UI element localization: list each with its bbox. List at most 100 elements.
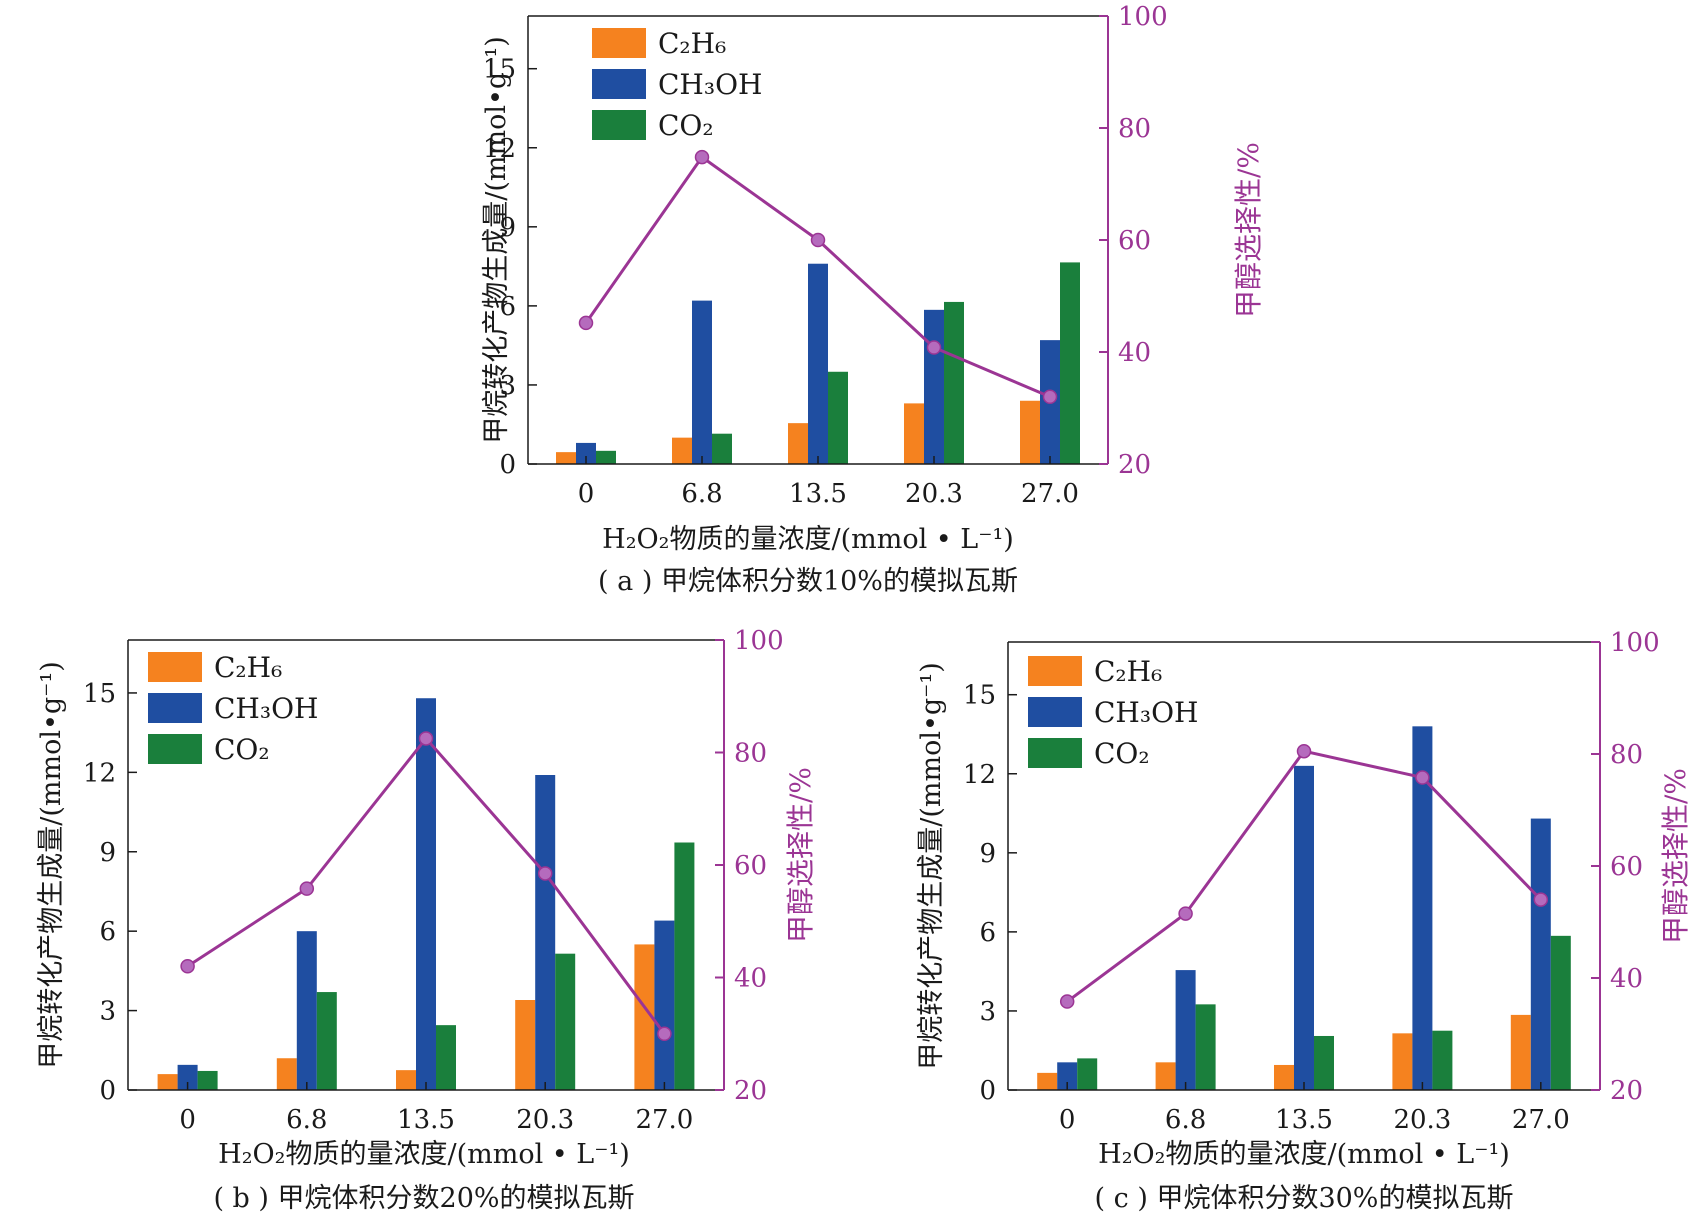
- bar-ch3oh: [535, 775, 556, 1090]
- y2-tick-label: 40: [1118, 338, 1151, 368]
- x-tick-label: 13.5: [1275, 1105, 1333, 1135]
- bar-co2: [197, 1070, 218, 1090]
- y2-tick-label: 80: [1610, 740, 1643, 770]
- bar-c2h6: [634, 944, 655, 1090]
- x-tick-label: 0: [578, 479, 595, 509]
- selectivity-point: [1296, 743, 1312, 759]
- bar-co2: [1432, 1030, 1453, 1090]
- bar-ch3oh: [416, 698, 436, 1090]
- y-axis-label: 甲烷转化产物生成量/(mmol•g⁻¹): [36, 661, 67, 1069]
- bar-c2h6: [1274, 1064, 1294, 1090]
- legend-co2-label: CO₂: [214, 733, 270, 766]
- y2-tick-label: 40: [1610, 964, 1643, 994]
- bar-co2: [674, 842, 695, 1090]
- legend-ch3oh-label: CH₃OH: [658, 68, 762, 101]
- legend-c2h6-swatch: [148, 652, 202, 682]
- x-tick-label: 6.8: [1165, 1105, 1206, 1135]
- bar-c2h6: [788, 423, 808, 464]
- y2-tick-label: 60: [1610, 852, 1643, 882]
- x-axis-label: H₂O₂物质的量浓度/(mmol • L⁻¹): [602, 524, 1014, 555]
- x-tick-label: 27.0: [1512, 1105, 1570, 1135]
- legend-ch3oh-label: CH₃OH: [214, 692, 318, 725]
- legend-c2h6-swatch: [1028, 656, 1082, 686]
- selectivity-point: [1178, 906, 1193, 921]
- panel-caption: ( b ) 甲烷体积分数20%的模拟瓦斯: [213, 1183, 634, 1214]
- y-tick-label: 9: [99, 838, 116, 868]
- y-tick-label: 0: [499, 450, 516, 480]
- bar-co2: [1195, 1004, 1216, 1090]
- bar-ch3oh: [1057, 1062, 1078, 1090]
- y2-tick-label: 60: [1118, 226, 1151, 256]
- x-tick-label: 13.5: [789, 479, 847, 509]
- y2-tick-label: 20: [1610, 1076, 1643, 1106]
- x-axis-label: H₂O₂物质的量浓度/(mmol • L⁻¹): [1098, 1139, 1510, 1170]
- bar-ch3oh: [1412, 726, 1433, 1090]
- bar-ch3oh: [296, 931, 317, 1090]
- legend-co2-label: CO₂: [1094, 737, 1150, 770]
- chart-panel-c: 0 3 6 9 12 15 20 40 60 80 100 0 6.8 13.5 20.3 27.0 C₂H₆ C…: [916, 628, 1692, 1214]
- bar-co2: [944, 301, 964, 464]
- bar-ch3oh: [1294, 765, 1314, 1090]
- bar-c2h6: [157, 1074, 178, 1090]
- x-tick-label: 6.8: [286, 1105, 327, 1135]
- bar-c2h6: [1392, 1033, 1413, 1090]
- selectivity-point: [537, 866, 553, 881]
- legend-ch3oh-swatch: [1028, 697, 1082, 727]
- x-tick-label: 0: [1059, 1105, 1076, 1135]
- bar-ch3oh: [177, 1064, 198, 1090]
- bar-c2h6: [515, 1000, 536, 1090]
- bar-ch3oh: [692, 300, 712, 464]
- bar-co2: [828, 371, 848, 464]
- selectivity-point: [694, 149, 710, 165]
- bar-co2: [1060, 262, 1080, 464]
- bar-ch3oh: [1530, 818, 1551, 1090]
- x-tick-label: 27.0: [635, 1105, 693, 1135]
- y2-axis-label: 甲醇选择性/%: [784, 767, 817, 943]
- y-tick-label: 9: [979, 839, 996, 869]
- chart-panel-b: 0 3 6 9 12 15 20 40 60 80 100 0 6.8 13.5 20.3 27.0 C₂H₆ C…: [36, 626, 817, 1214]
- bar-co2: [1077, 1058, 1098, 1090]
- y-axis-label: 甲烷转化产物生成量/(mmol•g⁻¹): [481, 36, 512, 444]
- bar-c2h6: [1020, 400, 1040, 464]
- y-tick-label: 6: [99, 917, 116, 947]
- selectivity-point: [1059, 994, 1075, 1009]
- x-tick-label: 6.8: [681, 479, 722, 509]
- y-tick-label: 15: [83, 679, 116, 709]
- chart-panel-a: 0 3 6 9 12 15 20 40 60 80 100 0 6.8 13.5 20.3 27.0 C₂H₆ C…: [481, 2, 1265, 597]
- y-tick-label: 12: [963, 760, 996, 790]
- bar-c2h6: [1155, 1062, 1176, 1090]
- bar-co2: [596, 450, 616, 464]
- bar-co2: [1550, 935, 1571, 1090]
- y-tick-label: 12: [483, 134, 516, 164]
- y-tick-label: 12: [83, 758, 116, 788]
- bar-co2: [436, 1025, 456, 1090]
- selectivity-point: [657, 1026, 672, 1041]
- panel-caption: ( a ) 甲烷体积分数10%的模拟瓦斯: [598, 566, 1018, 597]
- bar-c2h6: [396, 1070, 416, 1090]
- x-tick-label: 20.3: [1393, 1105, 1451, 1135]
- bar-c2h6: [276, 1058, 297, 1090]
- bar-c2h6: [1510, 1014, 1531, 1090]
- legend-c2h6-label: C₂H₆: [214, 651, 282, 684]
- y2-tick-label: 100: [1118, 2, 1168, 32]
- bar-ch3oh: [924, 309, 944, 464]
- y2-axis-label: 甲醇选择性/%: [1659, 768, 1692, 944]
- legend-c2h6-label: C₂H₆: [1094, 655, 1162, 688]
- x-tick-label: 0: [179, 1105, 196, 1135]
- bar-c2h6: [672, 437, 692, 464]
- legend-c2h6-label: C₂H₆: [658, 27, 726, 60]
- y-tick-label: 6: [979, 918, 996, 948]
- legend-ch3oh-label: CH₃OH: [1094, 696, 1198, 729]
- bar-co2: [316, 992, 337, 1090]
- y-tick-label: 0: [99, 1076, 116, 1106]
- bar-ch3oh: [576, 442, 596, 464]
- selectivity-point: [418, 731, 434, 746]
- bar-co2: [555, 953, 576, 1090]
- y-tick-label: 3: [979, 997, 996, 1027]
- bar-c2h6: [556, 452, 576, 464]
- legend-co2-swatch: [592, 110, 646, 140]
- selectivity-point: [1415, 770, 1430, 785]
- bar-ch3oh: [1175, 970, 1196, 1090]
